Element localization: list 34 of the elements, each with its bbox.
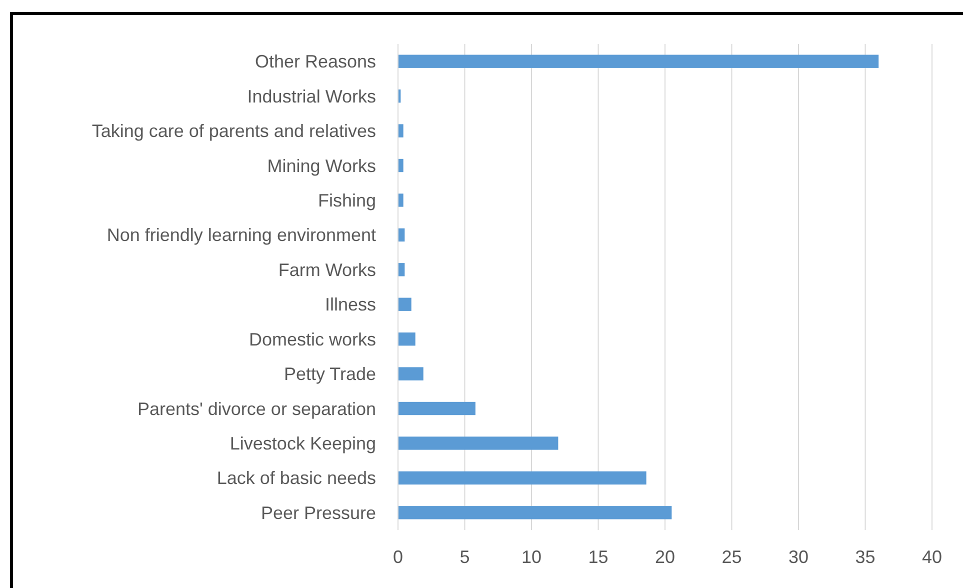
- bar: [398, 506, 672, 520]
- x-tick-label: 40: [922, 547, 942, 567]
- x-tick-label: 5: [460, 547, 470, 567]
- bar: [398, 402, 476, 416]
- y-tick-label: Industrial Works: [247, 86, 376, 106]
- y-tick-label: Peer Pressure: [260, 502, 376, 523]
- y-tick-label: Domestic works: [248, 329, 376, 350]
- bar: [398, 54, 879, 68]
- bar: [398, 436, 558, 450]
- bar: [398, 194, 404, 207]
- y-tick-label: Lack of basic needs: [216, 468, 376, 488]
- x-tick-label: 0: [392, 547, 404, 567]
- bar: [398, 124, 404, 138]
- bar: [398, 367, 424, 380]
- y-tick-label: Taking care of parents and relatives: [92, 121, 376, 142]
- y-tick-label: Farm Works: [278, 260, 376, 280]
- y-tick-label: Livestock Keeping: [230, 434, 376, 454]
- y-tick-label: Parents' divorce or separation: [137, 398, 376, 419]
- x-tick-label: 35: [855, 547, 876, 567]
- bar: [398, 332, 416, 346]
- y-tick-label: Non friendly learning environment: [106, 225, 376, 246]
- y-tick-label: Illness: [324, 294, 376, 315]
- x-tick-label: 15: [588, 547, 608, 567]
- x-tick-label: 30: [788, 547, 809, 567]
- y-tick-label: Fishing: [318, 190, 376, 211]
- x-tick-label: 10: [521, 547, 542, 567]
- bar: [398, 298, 412, 311]
- bar: [398, 471, 646, 485]
- y-tick-label: Other Reasons: [254, 52, 376, 72]
- y-tick-label: Petty Trade: [284, 364, 376, 384]
- bar: [398, 158, 404, 172]
- y-tick-label: Mining Works: [267, 156, 376, 176]
- x-tick-label: 20: [654, 547, 676, 567]
- x-tick-label: 25: [722, 547, 742, 567]
